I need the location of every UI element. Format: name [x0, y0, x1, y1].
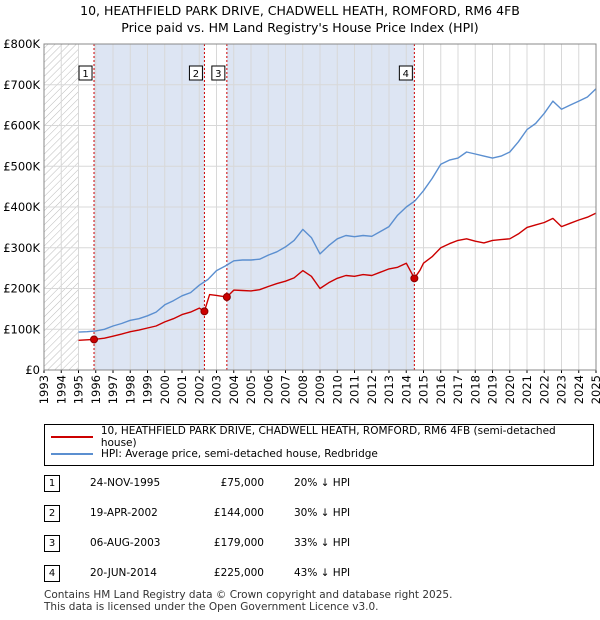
property-series-line: [78, 212, 597, 341]
sale-hpi-diff: 43% ↓ HPI: [294, 567, 351, 579]
legend-label-hpi: HPI: Average price, semi-detached house,…: [101, 448, 378, 460]
y-tick-label: £600K: [3, 119, 40, 133]
x-tick-label: 1998: [123, 375, 137, 404]
x-tick-label: 2016: [434, 375, 448, 404]
footer-attribution: Contains HM Land Registry data © Crown c…: [44, 589, 452, 613]
x-tick-label: 2025: [589, 375, 600, 404]
sale-price: £179,000: [213, 537, 264, 549]
x-tick-label: 2001: [175, 375, 189, 404]
sale-price: £75,000: [220, 477, 264, 489]
legend-item-property: 10, HEATHFIELD PARK DRIVE, CHADWELL HEAT…: [51, 425, 593, 449]
x-tick-label: 2023: [555, 375, 569, 404]
sale-hpi-diff: 30% ↓ HPI: [294, 507, 351, 519]
x-tick-label: 2004: [227, 375, 241, 404]
y-tick-label: £0: [25, 363, 40, 377]
x-tick-label: 2015: [417, 375, 431, 404]
x-tick-label: 1997: [106, 375, 120, 404]
x-tick-label: 2009: [313, 375, 327, 404]
sale-number-badge: 2: [44, 505, 60, 522]
x-tick-label: 2018: [468, 375, 482, 404]
x-tick-label: 1993: [37, 375, 51, 404]
price-chart: 1 2 3 4 £0 £100K £200K £300K £400K £500K £600K £700…: [3, 37, 600, 404]
y-tick-label: £200K: [3, 282, 40, 296]
chart-legend: 10, HEATHFIELD PARK DRIVE, CHADWELL HEAT…: [44, 424, 594, 466]
sale-price: £225,000: [213, 567, 264, 579]
sale-hpi-diff: 33% ↓ HPI: [294, 537, 351, 549]
x-tick-label: 2020: [503, 375, 517, 404]
x-tick-label: 2008: [296, 375, 310, 404]
x-tick-label: 2011: [348, 375, 362, 404]
sale-label-number: 1: [82, 69, 88, 80]
x-tick-label: 2014: [399, 375, 413, 404]
plot-frame: [43, 43, 597, 371]
x-tick-label: 2005: [244, 375, 258, 404]
table-row: 3 06-AUG-2003 £179,000 33% ↓ HPI: [44, 532, 364, 556]
chart-title-line1: 10, HEATHFIELD PARK DRIVE, CHADWELL HEAT…: [80, 3, 520, 18]
x-tick-label: 2019: [486, 375, 500, 404]
x-tick-label: 2012: [365, 375, 379, 404]
y-tick-label: £800K: [3, 37, 40, 51]
sale-label-box: [78, 65, 93, 81]
sale-label-number: 2: [193, 69, 199, 80]
sale-point: [410, 274, 419, 283]
sale-date: 20-JUN-2014: [90, 567, 157, 579]
y-tick-label: £100K: [3, 322, 40, 336]
sale-point: [90, 335, 99, 344]
table-row: 1 24-NOV-1995 £75,000 20% ↓ HPI: [44, 472, 364, 496]
x-tick-label: 2017: [451, 375, 465, 404]
x-tick-label: 1996: [89, 375, 103, 404]
sale-label-box: [211, 65, 226, 81]
sale-number-badge: 1: [44, 475, 60, 492]
x-tick-label: 2007: [279, 375, 293, 404]
x-tick-label: 2010: [330, 375, 344, 404]
sale-label-box: [188, 65, 203, 81]
x-tick-label: 2021: [520, 375, 534, 404]
y-tick-label: £500K: [3, 159, 40, 173]
legend-swatch-property: [51, 436, 93, 438]
x-tick-label: 2013: [382, 375, 396, 404]
sale-label-box: [398, 65, 413, 81]
legend-swatch-hpi: [51, 453, 93, 455]
chart-title-line2: Price paid vs. HM Land Registry's House …: [121, 20, 479, 35]
x-tick-label: 2000: [158, 375, 172, 404]
x-tick-label: 2002: [192, 375, 206, 404]
sale-number-badge: 3: [44, 535, 60, 552]
sale-label-number: 3: [215, 69, 221, 80]
hpi-series-line: [78, 88, 597, 333]
legend-item-hpi: HPI: Average price, semi-detached house,…: [51, 446, 378, 462]
footer-line-2: This data is licensed under the Open Gov…: [44, 601, 379, 613]
sale-hpi-diff: 20% ↓ HPI: [294, 477, 351, 489]
sale-date: 19-APR-2002: [90, 507, 158, 519]
footer-line-1: Contains HM Land Registry data © Crown c…: [44, 589, 453, 601]
table-row: 4 20-JUN-2014 £225,000 43% ↓ HPI: [44, 562, 364, 586]
y-tick-label: £400K: [3, 200, 40, 214]
x-tick-label: 2022: [537, 375, 551, 404]
sale-date: 06-AUG-2003: [90, 537, 161, 549]
sales-table: 1 24-NOV-1995 £75,000 20% ↓ HPI 2 19-APR…: [44, 472, 364, 592]
sale-label-number: 4: [403, 69, 409, 80]
y-tick-label: £300K: [3, 241, 40, 255]
x-tick-label: 2003: [210, 375, 224, 404]
x-tick-label: 1999: [141, 375, 155, 404]
legend-label-property: 10, HEATHFIELD PARK DRIVE, CHADWELL HEAT…: [100, 425, 556, 449]
x-tick-label: 1995: [72, 375, 86, 404]
y-tick-label: £700K: [3, 78, 40, 92]
sale-point: [200, 307, 209, 316]
sale-point: [222, 293, 231, 302]
sale-date: 24-NOV-1995: [90, 477, 161, 489]
sale-price: £144,000: [213, 507, 264, 519]
x-tick-label: 2024: [572, 375, 586, 404]
sale-number-badge: 4: [44, 565, 60, 582]
x-tick-label: 2006: [261, 375, 275, 404]
table-row: 2 19-APR-2002 £144,000 30% ↓ HPI: [44, 502, 364, 526]
x-tick-label: 1994: [54, 375, 68, 404]
